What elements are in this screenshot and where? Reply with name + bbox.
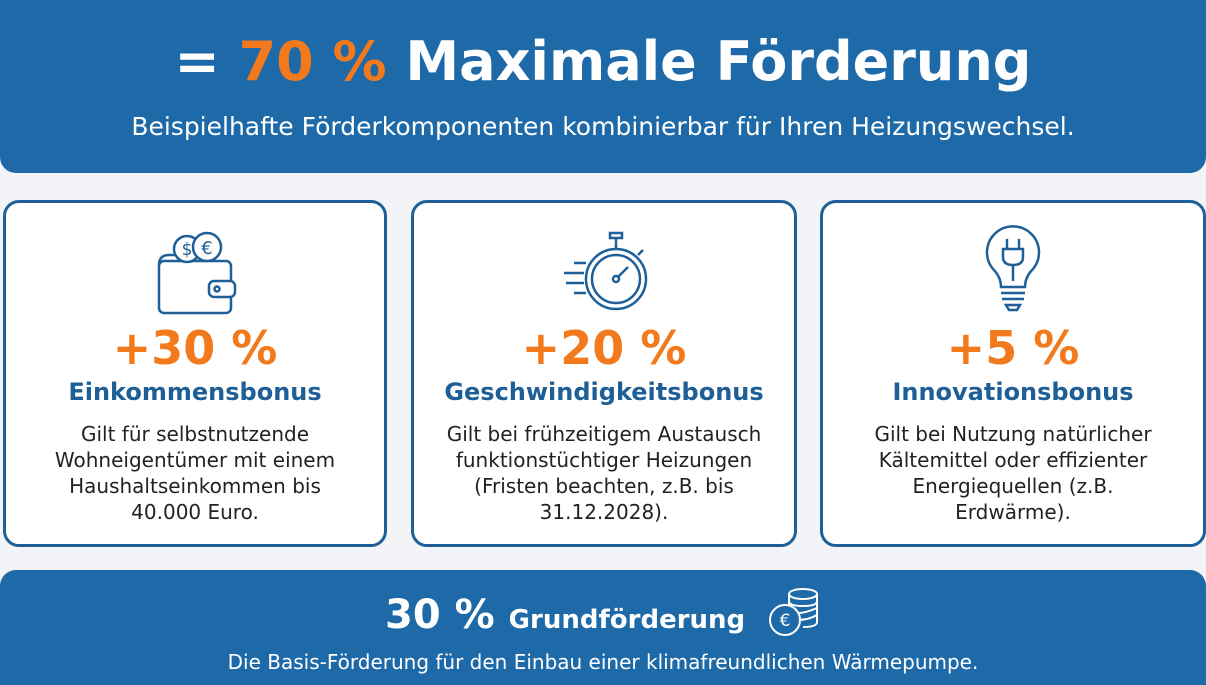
- card-einkommensbonus: $ € +30 % Einkommensbonus Gilt für selbs…: [3, 200, 387, 547]
- bonus-name: Innovationsbonus: [892, 378, 1134, 406]
- base-funding-banner: 30 % Grundförderung € Die Basis-Förderun…: [0, 570, 1206, 685]
- euro-coins-icon: €: [769, 588, 818, 636]
- page-title: = 70 % Maximale Förderung: [0, 30, 1206, 93]
- subtitle: Beispielhafte Förderkomponenten kombinie…: [131, 112, 1075, 141]
- svg-text:€: €: [201, 238, 212, 259]
- svg-text:€: €: [780, 611, 791, 631]
- bonus-percent: +20 %: [521, 321, 687, 375]
- bonus-name: Geschwindigkeitsbonus: [444, 378, 764, 406]
- bonus-percent: +5 %: [946, 321, 1080, 375]
- card-innovationsbonus: +5 % Innovationsbonus Gilt bei Nutzung n…: [820, 200, 1206, 547]
- base-percent: 30 %: [385, 592, 495, 638]
- bonus-description: Gilt bei frühzeitigem Austausch funktion…: [446, 422, 762, 524]
- stopwatch-icon: [564, 231, 648, 311]
- total-percent: 70 %: [238, 30, 387, 93]
- bonus-description: Gilt für selbstnutzende Wohneigentümer m…: [54, 422, 336, 524]
- bonus-name: Einkommensbonus: [68, 378, 322, 406]
- lightbulb-plug-icon: [985, 225, 1041, 312]
- wallet-coins-icon: $ €: [157, 231, 237, 315]
- bonus-description: Gilt bei Nutzung natürlicher Kältemittel…: [874, 422, 1152, 524]
- header-banner: = 70 % Maximale Förderung Beispielhafte …: [0, 0, 1206, 173]
- title-prefix: =: [174, 30, 239, 93]
- bonus-percent: +30 %: [112, 321, 278, 375]
- base-label: Grundförderung: [508, 605, 746, 635]
- svg-text:$: $: [182, 240, 193, 260]
- card-geschwindigkeitsbonus: +20 % Geschwindigkeitsbonus Gilt bei frü…: [411, 200, 797, 547]
- title-text: Maximale Förderung: [386, 30, 1032, 93]
- base-description: Die Basis-Förderung für den Einbau einer…: [227, 650, 979, 674]
